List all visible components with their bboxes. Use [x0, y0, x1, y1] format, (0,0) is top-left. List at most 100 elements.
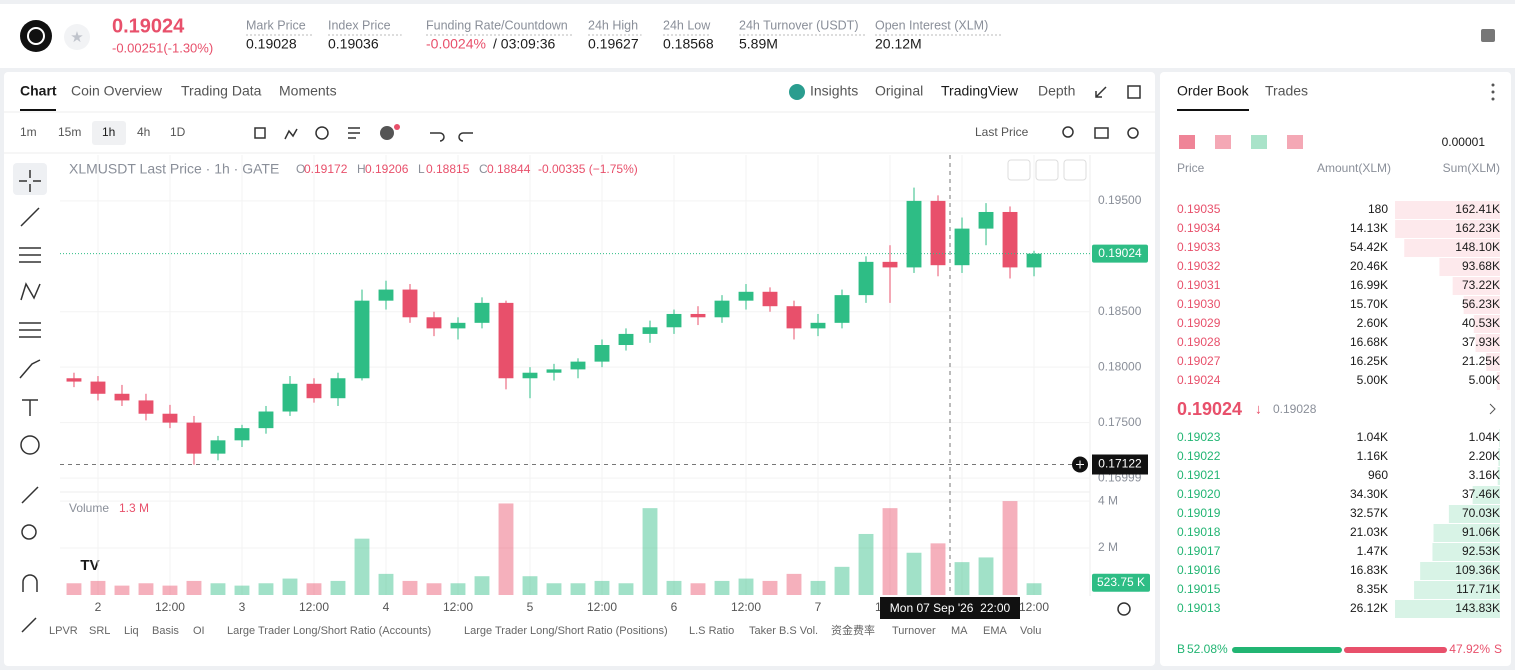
search-icon[interactable] — [1062, 126, 1074, 138]
view-tab[interactable]: TradingView — [941, 83, 1019, 99]
volume-bar — [882, 508, 898, 595]
volume-bar — [954, 562, 970, 595]
x-tick-label: 7 — [815, 600, 822, 614]
favorite[interactable] — [64, 24, 90, 50]
interval[interactable]: 15m — [58, 125, 81, 139]
legend-key: O — [296, 162, 305, 176]
candle-body — [114, 393, 130, 401]
refresh-icon[interactable] — [315, 126, 329, 140]
window-icon[interactable] — [1127, 85, 1141, 99]
indicator[interactable]: Basis — [152, 625, 179, 637]
indicator[interactable]: Turnover — [892, 625, 936, 637]
interval[interactable]: 1D — [170, 125, 186, 139]
ruler-tool[interactable] — [21, 486, 39, 504]
legend-key: L — [418, 162, 425, 176]
book-amount: 15.70K — [1350, 297, 1388, 311]
text-tool[interactable] — [22, 399, 38, 416]
book-amount: 54.42K — [1350, 240, 1388, 254]
chart-btn[interactable] — [1035, 159, 1059, 181]
indicator[interactable]: OI — [193, 625, 205, 637]
y-tick-label: 0.18500 — [1098, 304, 1142, 318]
camera-icon[interactable] — [1094, 127, 1109, 139]
fib-tool[interactable] — [19, 322, 41, 338]
stat-value: 5.89M — [739, 36, 778, 52]
indicator[interactable]: MA — [951, 625, 968, 637]
emoji-tool[interactable] — [20, 435, 40, 455]
y-tick-label: 0.19500 — [1098, 193, 1142, 207]
price-type[interactable]: Last Price — [975, 125, 1029, 139]
drawing-tools[interactable] — [19, 170, 41, 633]
indicator[interactable]: Liq — [124, 625, 139, 637]
book-tab[interactable]: Trades — [1265, 83, 1308, 99]
channel-tool[interactable] — [19, 247, 41, 263]
book-price: 0.19017 — [1177, 544, 1221, 558]
book-price: 0.19027 — [1177, 354, 1221, 368]
vol-tick-label: 4 M — [1098, 493, 1118, 507]
chart-btn[interactable] — [1063, 159, 1087, 181]
book-chevron[interactable] — [1489, 403, 1496, 415]
candle-body — [522, 372, 538, 379]
indicator[interactable]: SRL — [89, 625, 110, 637]
magnet-tool[interactable] — [22, 574, 38, 592]
x-tick-label: 3 — [239, 600, 246, 614]
indicator[interactable]: Taker B.S Vol. — [749, 625, 818, 637]
book-price: 0.19016 — [1177, 563, 1221, 577]
book-tab[interactable]: Order Book — [1177, 83, 1250, 99]
header-icon[interactable] — [1481, 29, 1495, 42]
tab[interactable]: Chart — [20, 83, 57, 99]
redo-icon[interactable] — [458, 132, 473, 142]
indicator[interactable]: Large Trader Long/Short Ratio (Positions… — [464, 625, 668, 637]
axis-settings[interactable] — [1117, 602, 1131, 616]
interval[interactable]: 1h — [102, 125, 115, 139]
add-icon[interactable] — [380, 126, 394, 140]
candle-body — [834, 295, 850, 323]
indicator[interactable]: Volu — [1020, 625, 1041, 637]
menu-dot[interactable] — [1491, 90, 1495, 94]
view-tab[interactable]: Insights — [810, 83, 858, 99]
book-sum: 92.53K — [1462, 544, 1500, 558]
view-tab[interactable]: Depth — [1038, 83, 1075, 99]
tab[interactable]: Trading Data — [181, 83, 262, 99]
indicator-icon[interactable] — [284, 128, 298, 140]
toolbar-icons[interactable] — [254, 83, 1495, 616]
crosshair-tool[interactable] — [19, 170, 41, 192]
indicator[interactable]: LPVR — [49, 625, 78, 637]
pen-tool[interactable] — [21, 617, 37, 633]
indicator[interactable]: L.S Ratio — [689, 625, 734, 637]
template-icon[interactable] — [348, 127, 360, 139]
book-layout[interactable] — [1287, 135, 1303, 149]
favorite-star[interactable]: ★ — [70, 29, 83, 46]
tab[interactable]: Coin Overview — [71, 83, 163, 99]
indicator[interactable]: EMA — [983, 625, 1008, 637]
view-tab[interactable]: Original — [875, 83, 923, 99]
chart-btn[interactable] — [1007, 159, 1031, 181]
menu-dot[interactable] — [1491, 97, 1495, 101]
zoom-tool[interactable] — [21, 524, 37, 540]
interval[interactable]: 1m — [20, 125, 37, 139]
settings-icon[interactable] — [1127, 127, 1139, 139]
tab[interactable]: Moments — [279, 83, 337, 99]
stat-value: 0.19627 — [588, 36, 639, 52]
book-sum: 91.06K — [1462, 525, 1500, 539]
undo-icon[interactable] — [430, 132, 445, 142]
depth-bar — [1433, 524, 1500, 542]
line-tool[interactable] — [20, 207, 40, 227]
indicator[interactable]: 资金费率 — [831, 623, 875, 637]
candle-icon[interactable] — [254, 127, 266, 139]
fullscreen-icon[interactable] — [1095, 86, 1107, 98]
volume-bar — [498, 503, 514, 595]
volume-bar — [330, 580, 346, 595]
pattern-tool[interactable] — [20, 282, 41, 301]
book-layout[interactable] — [1179, 135, 1195, 149]
legend-value: 0.19206 — [365, 162, 409, 176]
precision[interactable]: 0.00001 — [1442, 135, 1486, 149]
brush-tool[interactable] — [19, 359, 41, 379]
book-layout[interactable] — [1251, 135, 1267, 149]
candle-body — [402, 289, 418, 318]
volume-bar — [474, 576, 490, 595]
book-layout[interactable] — [1215, 135, 1231, 149]
interval[interactable]: 4h — [137, 125, 150, 139]
menu-dot[interactable] — [1491, 83, 1495, 87]
depth-bar — [1395, 201, 1500, 219]
indicator[interactable]: Large Trader Long/Short Ratio (Accounts) — [227, 625, 431, 637]
